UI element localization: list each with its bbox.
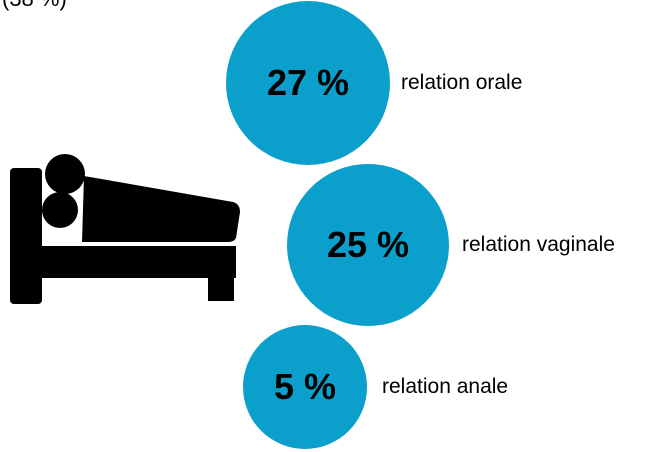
bubble-1: 27 % xyxy=(226,1,390,165)
bubble-value-label: 5 % xyxy=(273,366,337,407)
cropped-header-text: (38 %) xyxy=(2,0,67,12)
bubble-value-label: 25 % xyxy=(326,224,410,265)
category-label: relation orale xyxy=(401,71,523,94)
bubble-value-label: 27 % xyxy=(266,62,350,103)
bubble-2: 25 % xyxy=(287,164,449,326)
person-in-bed-icon xyxy=(10,154,240,304)
bubble-3: 5 % xyxy=(243,325,367,449)
category-label: relation anale xyxy=(382,375,509,398)
category-label: relation vaginale xyxy=(462,233,615,256)
